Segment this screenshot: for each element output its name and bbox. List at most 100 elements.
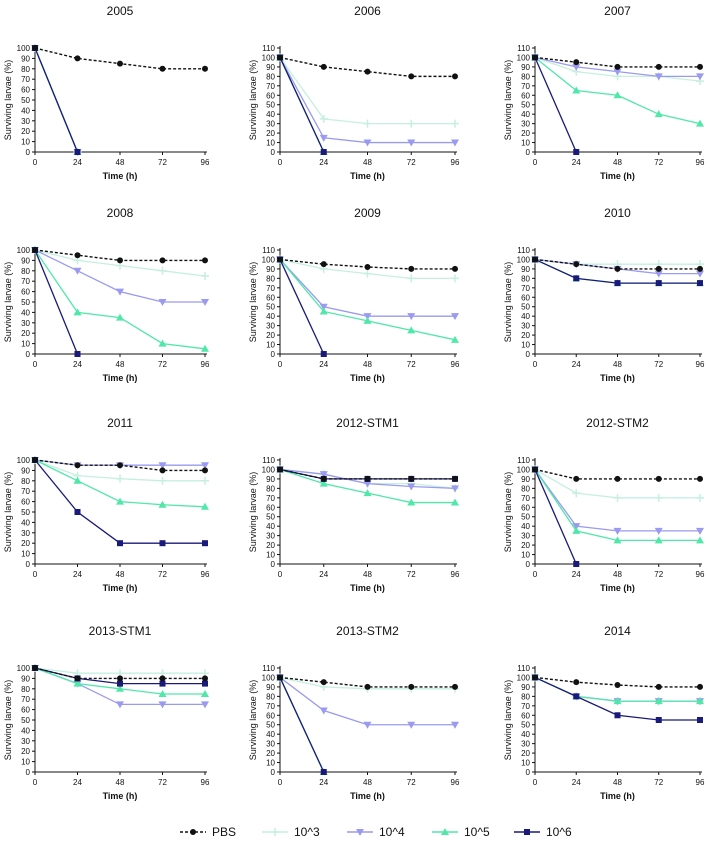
data-point xyxy=(573,693,580,700)
series-line xyxy=(279,57,325,153)
x-axis-label: Time (h) xyxy=(103,791,138,801)
y-tick-label: 10 xyxy=(521,551,530,560)
x-axis-label: Time (h) xyxy=(600,791,635,801)
panel-title: 2005 xyxy=(107,4,134,18)
y-tick-label: 90 xyxy=(521,475,530,484)
y-tick-label: 100 xyxy=(17,246,31,255)
y-tick-label: 0 xyxy=(26,350,31,359)
data-point xyxy=(654,697,663,705)
y-tick-label: 70 xyxy=(266,702,275,711)
data-point xyxy=(614,265,621,272)
series-line xyxy=(279,677,325,773)
data-point xyxy=(363,119,372,128)
x-tick-label: 0 xyxy=(33,570,38,579)
data-point xyxy=(74,149,81,155)
data-point xyxy=(363,721,372,729)
y-tick-label: 70 xyxy=(266,284,275,293)
x-tick-label: 72 xyxy=(158,570,167,579)
y-tick-label: 60 xyxy=(21,86,30,95)
data-point xyxy=(407,313,416,321)
data-point xyxy=(74,55,81,62)
y-tick-label: 100 xyxy=(262,673,276,682)
legend-item-10e5: 10^5 xyxy=(432,825,490,839)
x-tick-label: 24 xyxy=(73,570,82,579)
series-line xyxy=(534,258,700,270)
data-point xyxy=(320,149,327,155)
x-tick-label: 72 xyxy=(158,158,167,167)
y-tick-label: 60 xyxy=(521,91,530,100)
data-point xyxy=(363,480,372,488)
x-tick-label: 48 xyxy=(116,360,125,369)
panel-title: 2014 xyxy=(604,624,631,638)
data-point xyxy=(407,119,416,128)
panel-title: 2013-STM1 xyxy=(89,624,152,638)
data-point xyxy=(573,149,580,155)
x-tick-label: 72 xyxy=(407,360,416,369)
y-tick-label: 10 xyxy=(21,550,30,559)
data-point xyxy=(73,267,82,275)
data-point xyxy=(696,536,704,544)
y-tick-label: 100 xyxy=(517,53,531,62)
data-point xyxy=(201,476,209,485)
data-point xyxy=(363,139,372,147)
data-point xyxy=(451,313,459,321)
data-point xyxy=(655,683,662,690)
data-point xyxy=(451,274,459,283)
y-tick-label: 80 xyxy=(521,274,530,283)
y-tick-label: 70 xyxy=(21,487,30,496)
panel-title: 2006 xyxy=(354,4,381,18)
data-point xyxy=(451,498,459,506)
panel-title: 2008 xyxy=(107,206,134,220)
y-tick-label: 20 xyxy=(21,127,30,136)
y-tick-label: 0 xyxy=(526,148,531,157)
series-line xyxy=(34,47,79,153)
series-line xyxy=(279,259,325,355)
y-tick-label: 100 xyxy=(17,456,31,465)
x-tick-label: 0 xyxy=(533,570,538,579)
y-tick-label: 50 xyxy=(21,716,30,725)
data-point xyxy=(159,65,166,72)
series-pbs xyxy=(277,466,458,482)
data-point xyxy=(451,139,459,147)
x-tick-label: 96 xyxy=(451,360,460,369)
legend-label: 10^6 xyxy=(546,825,572,839)
series-pbs xyxy=(532,54,703,70)
data-point xyxy=(655,475,662,482)
y-tick-label: 50 xyxy=(21,298,30,307)
x-tick-label: 24 xyxy=(319,570,328,579)
data-point xyxy=(697,683,703,690)
y-tick-label: 50 xyxy=(266,101,275,110)
data-point xyxy=(408,475,415,482)
x-tick-label: 24 xyxy=(73,360,82,369)
data-point xyxy=(573,59,580,66)
y-tick-label: 90 xyxy=(21,256,30,265)
series-10e5 xyxy=(31,456,209,510)
y-tick-label: 90 xyxy=(521,683,530,692)
y-tick-label: 40 xyxy=(521,522,530,531)
y-tick-label: 110 xyxy=(262,246,275,255)
x-tick-label: 48 xyxy=(613,778,622,787)
y-tick-label: 10 xyxy=(266,341,275,350)
data-point xyxy=(74,509,81,515)
y-tick-label: 10 xyxy=(266,759,275,768)
x-axis-label: Time (h) xyxy=(350,171,385,181)
x-tick-label: 96 xyxy=(201,158,210,167)
data-point xyxy=(451,335,459,343)
data-point xyxy=(363,313,372,321)
legend-item-10e4: 10^4 xyxy=(347,825,405,839)
legend-marker xyxy=(524,829,530,835)
data-point xyxy=(407,721,416,729)
x-tick-label: 96 xyxy=(451,778,460,787)
series-10e5 xyxy=(276,255,459,343)
data-point xyxy=(408,683,415,690)
y-tick-label: 80 xyxy=(266,692,275,701)
y-tick-label: 0 xyxy=(271,148,276,157)
y-tick-label: 110 xyxy=(262,664,275,673)
data-point xyxy=(158,299,167,306)
x-tick-label: 72 xyxy=(407,570,416,579)
data-point xyxy=(158,462,167,470)
